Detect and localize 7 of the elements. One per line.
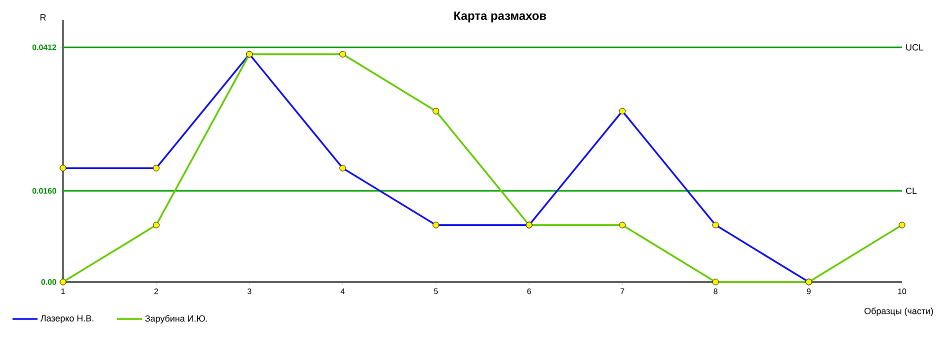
ref-line-label: CL — [906, 188, 917, 194]
x-axis-title: Образцы (части) — [864, 308, 933, 316]
y-axis-title: R — [40, 14, 46, 20]
chart-title: Карта размахов — [454, 12, 546, 22]
legend-label: Зарубина И.Ю. — [145, 315, 208, 324]
legend-label: Лазерко Н.В. — [40, 315, 94, 324]
ref-line-label: UCL — [906, 44, 924, 51]
